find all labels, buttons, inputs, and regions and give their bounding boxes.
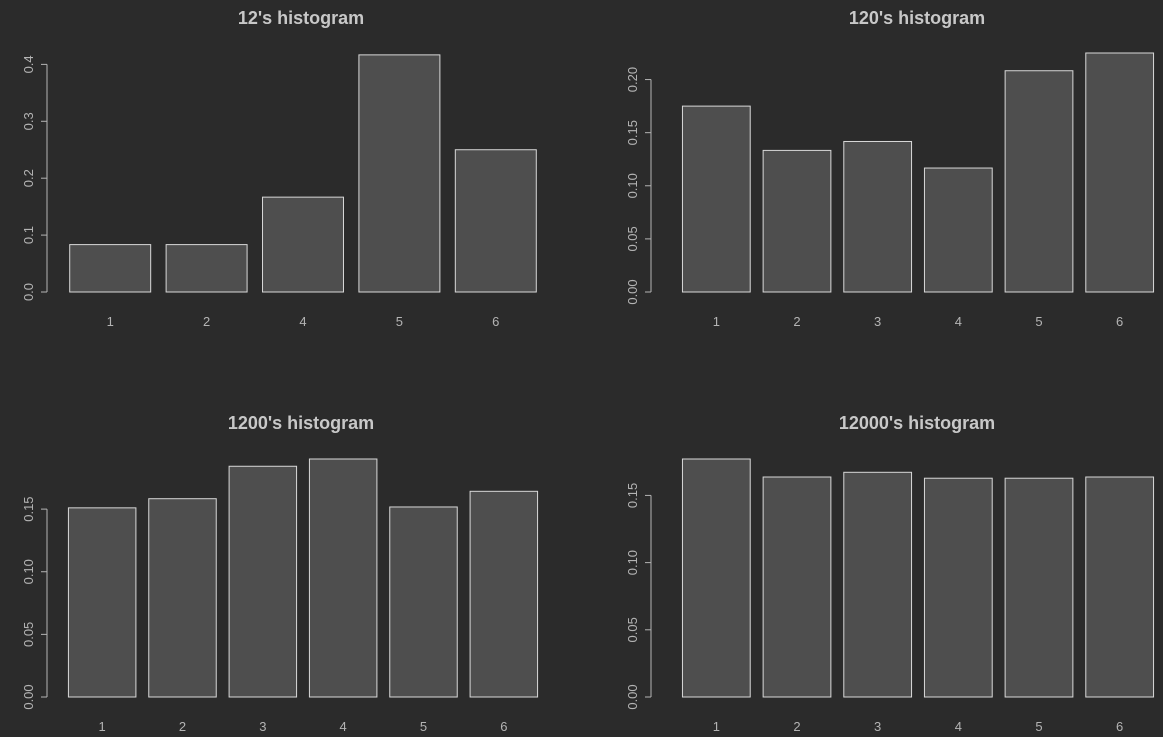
histogram-1200-chart: 1200's histogram 1 2 3 4 5 6 0.00 0.05 0.10 0.15 bbox=[21, 413, 539, 734]
y-tick-label: 0.0 bbox=[21, 283, 36, 301]
bar-2 bbox=[165, 244, 248, 293]
bar-1 bbox=[69, 244, 152, 293]
histogram-12-chart: 12's histogram 1 2 4 5 6 0.0 0.1 0.2 0.3 0.4 bbox=[21, 8, 537, 329]
histogram-120-chart: 120's histogram 1 2 3 4 5 6 0.00 0.05 0.10 0.15 0.2… bbox=[625, 8, 1155, 329]
chart-panel-12000: 12000's histogram 1 2 3 4 5 6 0.00 0.05 0.10 0.15 bbox=[582, 368, 1163, 737]
bar-6 bbox=[469, 490, 539, 698]
category-label: 6 bbox=[1116, 314, 1123, 329]
bar-6 bbox=[1085, 52, 1155, 293]
y-tick-label: 0.05 bbox=[21, 622, 36, 647]
category-label: 4 bbox=[340, 719, 347, 734]
category-label: 1 bbox=[713, 314, 720, 329]
category-label: 4 bbox=[955, 314, 962, 329]
y-tick-label: 0.1 bbox=[21, 226, 36, 244]
chart-title: 12000's histogram bbox=[839, 413, 995, 433]
category-label: 2 bbox=[179, 719, 186, 734]
y-tick-label: 0.3 bbox=[21, 112, 36, 130]
chart-panel-12: 12's histogram 1 2 4 5 6 0.0 0.1 0.2 0.3 0.4 bbox=[0, 0, 582, 368]
bar-5 bbox=[1004, 70, 1074, 293]
y-tick-label: 0.10 bbox=[625, 550, 640, 575]
bar-5 bbox=[1004, 477, 1074, 698]
y-tick-label: 0.10 bbox=[21, 559, 36, 584]
y-tick-label: 0.2 bbox=[21, 169, 36, 187]
bar-2 bbox=[148, 498, 217, 698]
bar-5 bbox=[389, 506, 458, 698]
category-label: 1 bbox=[713, 719, 720, 734]
y-tick-label: 0.15 bbox=[625, 483, 640, 508]
bar-3 bbox=[843, 471, 913, 698]
bar-6 bbox=[454, 149, 537, 293]
chart-title: 12's histogram bbox=[238, 8, 364, 28]
y-tick-label: 0.15 bbox=[21, 496, 36, 521]
category-label: 4 bbox=[955, 719, 962, 734]
y-tick-label: 0.00 bbox=[21, 684, 36, 709]
bar-4 bbox=[262, 196, 344, 293]
y-tick-label: 0.05 bbox=[625, 226, 640, 251]
category-label: 5 bbox=[1035, 314, 1042, 329]
chart-title: 1200's histogram bbox=[228, 413, 374, 433]
y-tick-label: 0.00 bbox=[625, 279, 640, 304]
category-label: 1 bbox=[107, 314, 114, 329]
category-label: 6 bbox=[500, 719, 507, 734]
category-label: 1 bbox=[99, 719, 106, 734]
category-label: 5 bbox=[396, 314, 403, 329]
category-label: 5 bbox=[420, 719, 427, 734]
y-tick-label: 0.20 bbox=[625, 67, 640, 92]
category-label: 5 bbox=[1035, 719, 1042, 734]
chart-panel-1200: 1200's histogram 1 2 3 4 5 6 0.00 0.05 0.10 0.15 bbox=[0, 368, 582, 737]
y-tick-label: 0.10 bbox=[625, 173, 640, 198]
bar-1 bbox=[681, 105, 751, 293]
category-label: 3 bbox=[874, 719, 881, 734]
category-label: 3 bbox=[874, 314, 881, 329]
category-label: 4 bbox=[299, 314, 306, 329]
bar-2 bbox=[762, 149, 832, 293]
bar-3 bbox=[228, 465, 298, 698]
category-label: 2 bbox=[203, 314, 210, 329]
chart-title: 120's histogram bbox=[849, 8, 985, 28]
category-label: 2 bbox=[793, 314, 800, 329]
histogram-12000-chart: 12000's histogram 1 2 3 4 5 6 0.00 0.05 0.10 0.15 bbox=[625, 413, 1155, 734]
category-label: 6 bbox=[492, 314, 499, 329]
bar-5 bbox=[358, 54, 441, 293]
y-tick-label: 0.00 bbox=[625, 684, 640, 709]
category-label: 6 bbox=[1116, 719, 1123, 734]
bar-6 bbox=[1085, 476, 1155, 698]
bar-4 bbox=[923, 167, 993, 293]
category-label: 2 bbox=[793, 719, 800, 734]
y-tick-label: 0.05 bbox=[625, 617, 640, 642]
bar-4 bbox=[308, 458, 378, 698]
bar-1 bbox=[67, 507, 137, 698]
y-tick-label: 0.15 bbox=[625, 120, 640, 145]
bar-3 bbox=[843, 140, 913, 293]
bar-2 bbox=[762, 476, 832, 698]
bar-4 bbox=[923, 477, 993, 698]
category-label: 3 bbox=[259, 719, 266, 734]
bar-1 bbox=[681, 458, 751, 698]
y-tick-label: 0.4 bbox=[21, 55, 36, 73]
chart-panel-120: 120's histogram 1 2 3 4 5 6 0.00 0.05 0.10 0.15 0.2… bbox=[582, 0, 1163, 368]
